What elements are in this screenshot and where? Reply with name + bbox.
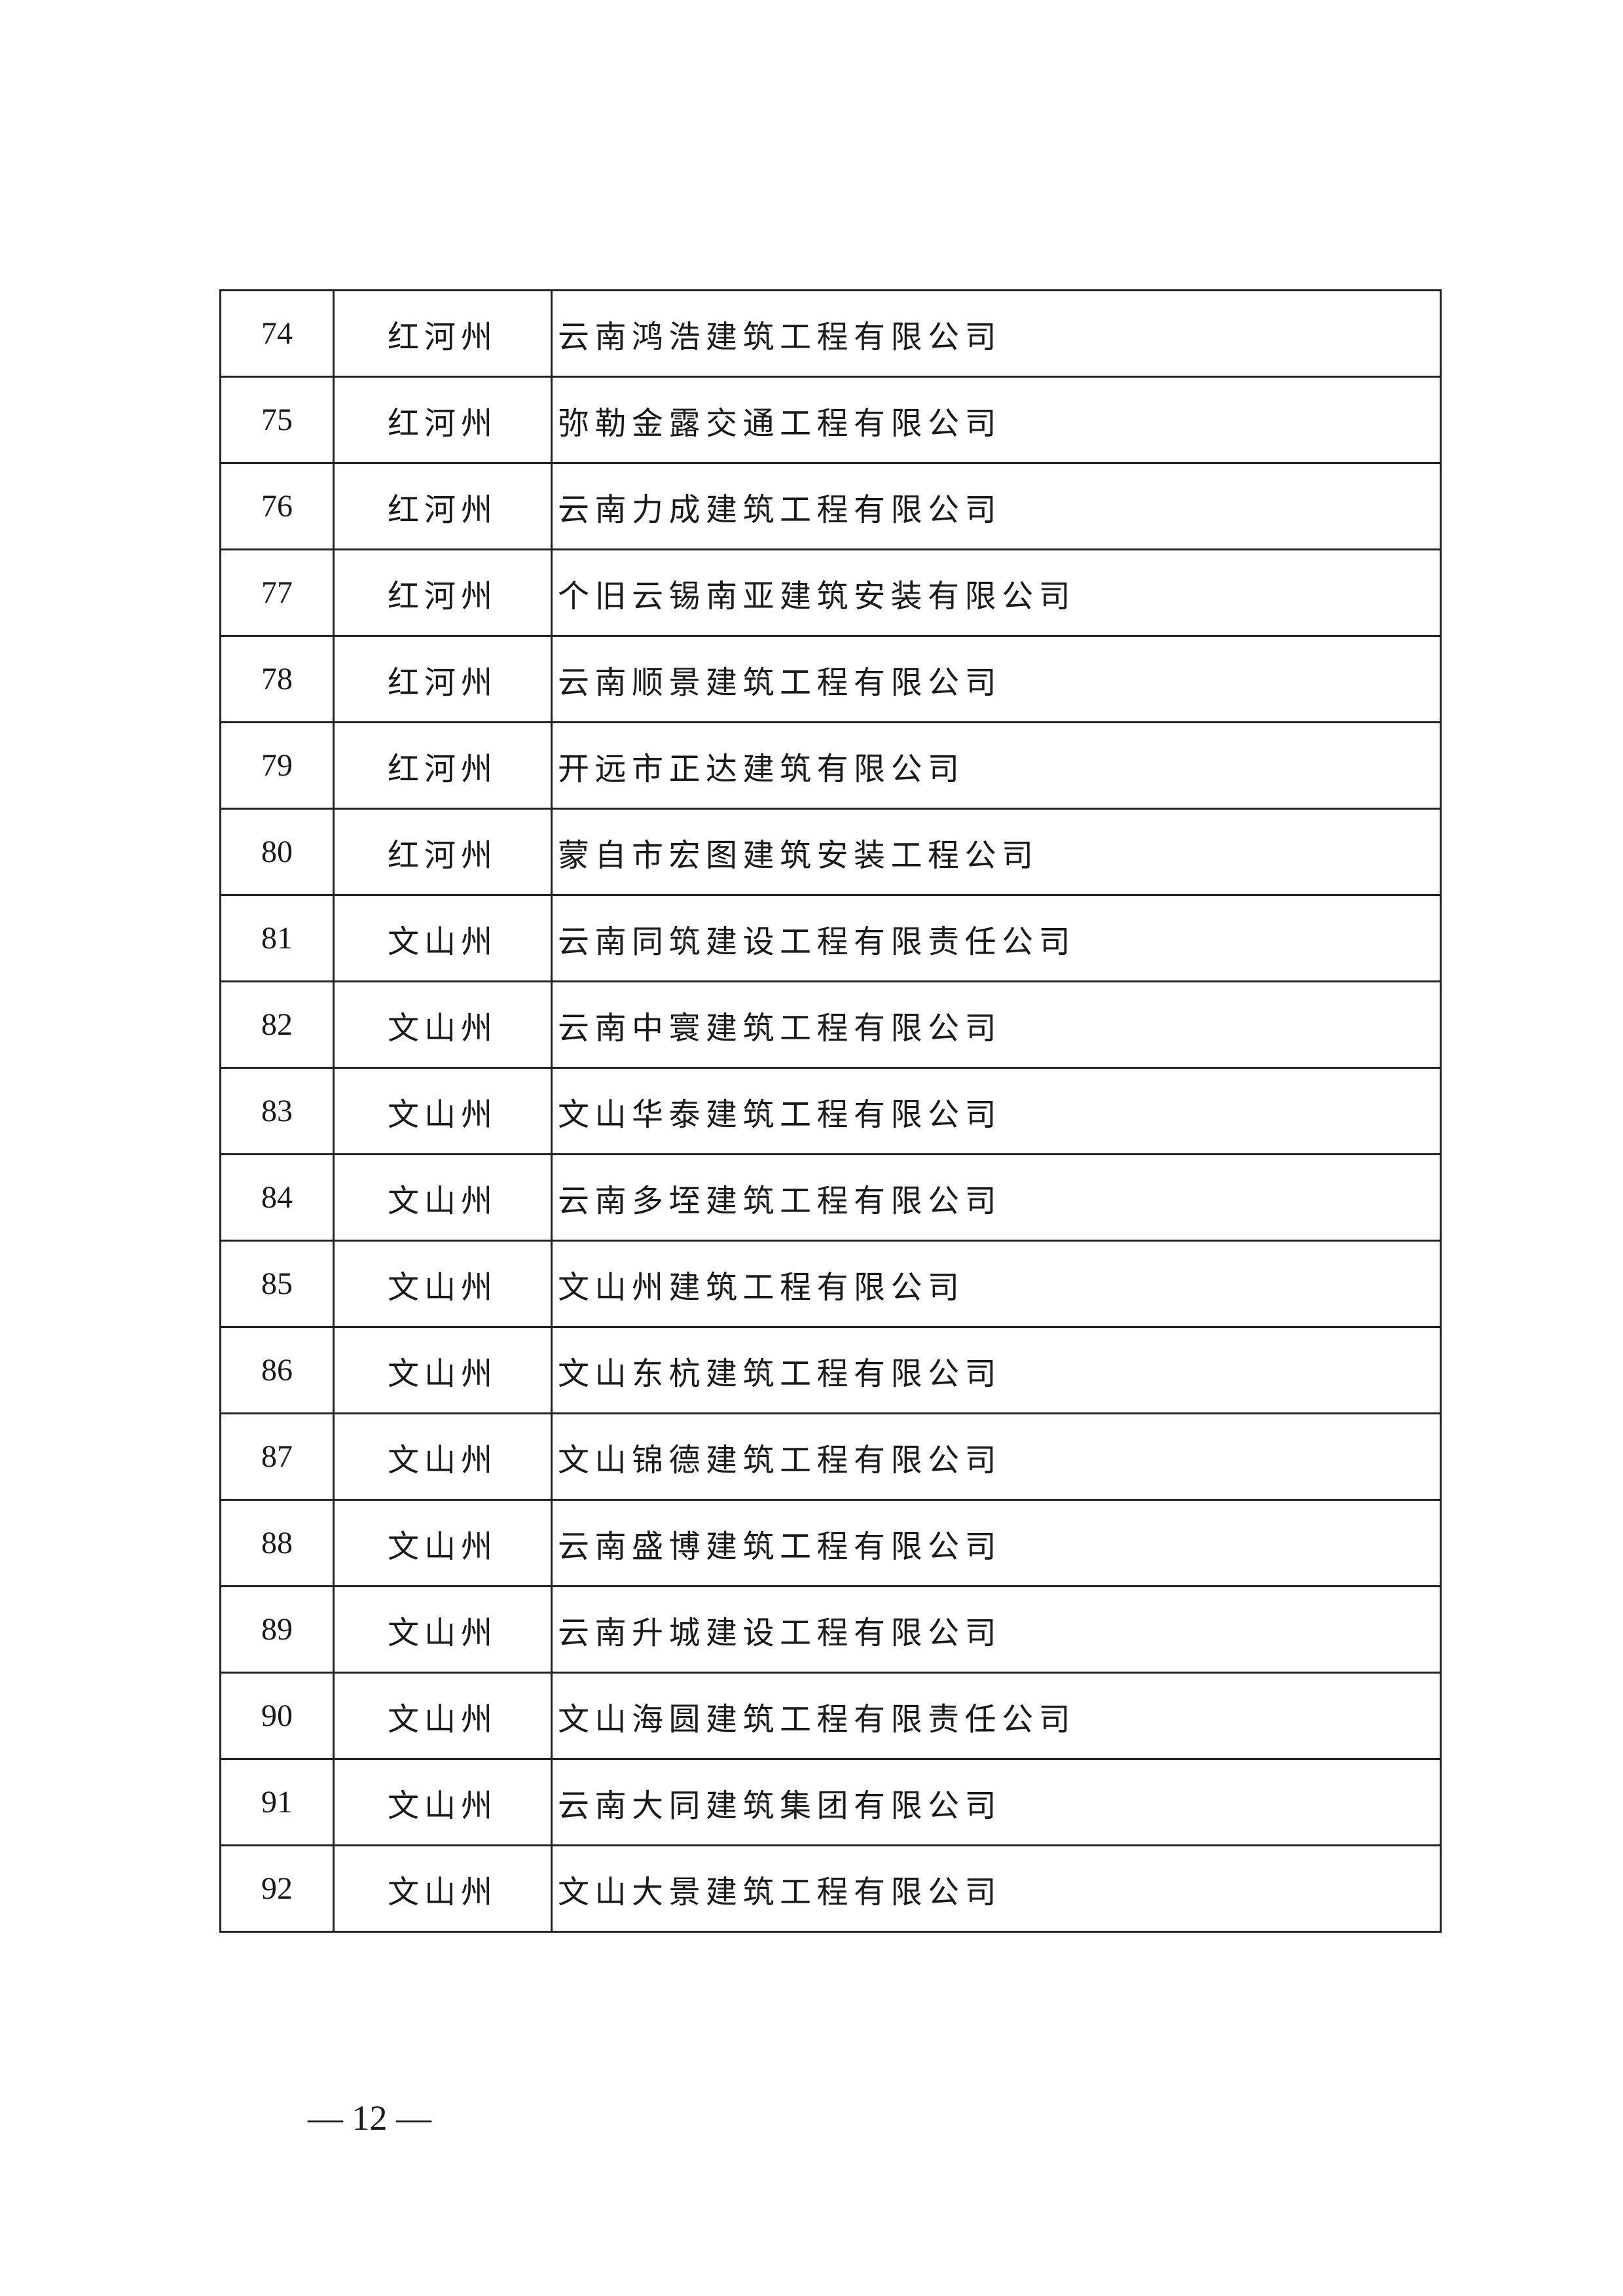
table-row: 74 红河州 云南鸿浩建筑工程有限公司 xyxy=(219,289,1442,378)
row-region: 红河州 xyxy=(333,635,553,723)
row-region: 文山州 xyxy=(333,980,553,1069)
row-region: 文山州 xyxy=(333,1585,553,1674)
row-company-name: 文山锦德建筑工程有限公司 xyxy=(551,1412,1442,1501)
page-number: — 12 — xyxy=(308,2098,431,2138)
row-company-name: 文山海圆建筑工程有限责任公司 xyxy=(551,1672,1442,1760)
row-company-name: 弥勒金露交通工程有限公司 xyxy=(551,376,1442,464)
table-row: 86 文山州 文山东杭建筑工程有限公司 xyxy=(219,1326,1442,1414)
table-row: 79 红河州 开远市正达建筑有限公司 xyxy=(219,721,1442,810)
row-company-name: 云南鸿浩建筑工程有限公司 xyxy=(551,289,1442,378)
row-number: 79 xyxy=(219,721,335,810)
table-row: 88 文山州 云南盛博建筑工程有限公司 xyxy=(219,1499,1442,1587)
row-number: 88 xyxy=(219,1499,335,1587)
row-number: 86 xyxy=(219,1326,335,1414)
table-row: 76 红河州 云南力成建筑工程有限公司 xyxy=(219,462,1442,550)
row-region: 红河州 xyxy=(333,289,553,378)
table-row: 78 红河州 云南顺景建筑工程有限公司 xyxy=(219,635,1442,723)
table-row: 75 红河州 弥勒金露交通工程有限公司 xyxy=(219,376,1442,464)
row-region: 文山州 xyxy=(333,1672,553,1760)
row-number: 83 xyxy=(219,1067,335,1155)
row-number: 74 xyxy=(219,289,335,378)
table-row: 90 文山州 文山海圆建筑工程有限责任公司 xyxy=(219,1672,1442,1760)
row-region: 文山州 xyxy=(333,1153,553,1242)
row-number: 91 xyxy=(219,1758,335,1846)
table-row: 87 文山州 文山锦德建筑工程有限公司 xyxy=(219,1412,1442,1501)
row-company-name: 蒙自市宏图建筑安装工程公司 xyxy=(551,808,1442,896)
row-company-name: 云南多垤建筑工程有限公司 xyxy=(551,1153,1442,1242)
row-company-name: 云南同筑建设工程有限责任公司 xyxy=(551,894,1442,982)
row-number: 90 xyxy=(219,1672,335,1760)
company-list-table: 74 红河州 云南鸿浩建筑工程有限公司 75 红河州 弥勒金露交通工程有限公司 76 红河州云… xyxy=(219,289,1442,1933)
row-number: 81 xyxy=(219,894,335,982)
row-region: 文山州 xyxy=(333,1844,553,1933)
row-company-name: 云南升城建设工程有限公司 xyxy=(551,1585,1442,1674)
row-company-name: 文山华泰建筑工程有限公司 xyxy=(551,1067,1442,1155)
row-number: 76 xyxy=(219,462,335,550)
row-company-name: 开远市正达建筑有限公司 xyxy=(551,721,1442,810)
row-company-name: 云南顺景建筑工程有限公司 xyxy=(551,635,1442,723)
row-region: 文山州 xyxy=(333,1499,553,1587)
table-row: 77 红河州 个旧云锡南亚建筑安装有限公司 xyxy=(219,548,1442,637)
row-company-name: 文山东杭建筑工程有限公司 xyxy=(551,1326,1442,1414)
table-row: 80 红河州 蒙自市宏图建筑安装工程公司 xyxy=(219,808,1442,896)
row-number: 75 xyxy=(219,376,335,464)
row-number: 85 xyxy=(219,1240,335,1328)
row-region: 文山州 xyxy=(333,1240,553,1328)
table-row: 81 文山州 云南同筑建设工程有限责任公司 xyxy=(219,894,1442,982)
row-number: 80 xyxy=(219,808,335,896)
table-row: 92 文山州 文山大景建筑工程有限公司 xyxy=(219,1844,1442,1933)
row-number: 87 xyxy=(219,1412,335,1501)
table-body: 74 红河州 云南鸿浩建筑工程有限公司 75 红河州 弥勒金露交通工程有限公司 76 红河州云… xyxy=(219,289,1442,1933)
row-region: 文山州 xyxy=(333,1412,553,1501)
row-region: 红河州 xyxy=(333,721,553,810)
row-region: 红河州 xyxy=(333,548,553,637)
row-company-name: 文山大景建筑工程有限公司 xyxy=(551,1844,1442,1933)
row-number: 77 xyxy=(219,548,335,637)
table-row: 82 文山州 云南中寰建筑工程有限公司 xyxy=(219,980,1442,1069)
row-company-name: 云南盛博建筑工程有限公司 xyxy=(551,1499,1442,1587)
row-number: 82 xyxy=(219,980,335,1069)
row-region: 文山州 xyxy=(333,894,553,982)
table-row: 83 文山州 文山华泰建筑工程有限公司 xyxy=(219,1067,1442,1155)
row-company-name: 个旧云锡南亚建筑安装有限公司 xyxy=(551,548,1442,637)
table-row: 91 文山州 云南大同建筑集团有限公司 xyxy=(219,1758,1442,1846)
row-number: 78 xyxy=(219,635,335,723)
row-region: 文山州 xyxy=(333,1067,553,1155)
row-region: 红河州 xyxy=(333,808,553,896)
row-region: 红河州 xyxy=(333,462,553,550)
table-row: 89 文山州 云南升城建设工程有限公司 xyxy=(219,1585,1442,1674)
row-number: 84 xyxy=(219,1153,335,1242)
row-company-name: 文山州建筑工程有限公司 xyxy=(551,1240,1442,1328)
row-company-name: 云南中寰建筑工程有限公司 xyxy=(551,980,1442,1069)
row-region: 文山州 xyxy=(333,1758,553,1846)
table-row: 85 文山州 文山州建筑工程有限公司 xyxy=(219,1240,1442,1328)
row-region: 文山州 xyxy=(333,1326,553,1414)
row-number: 92 xyxy=(219,1844,335,1933)
row-company-name: 云南大同建筑集团有限公司 xyxy=(551,1758,1442,1846)
table-row: 84 文山州 云南多垤建筑工程有限公司 xyxy=(219,1153,1442,1242)
row-company-name: 云南力成建筑工程有限公司 xyxy=(551,462,1442,550)
row-region: 红河州 xyxy=(333,376,553,464)
row-number: 89 xyxy=(219,1585,335,1674)
